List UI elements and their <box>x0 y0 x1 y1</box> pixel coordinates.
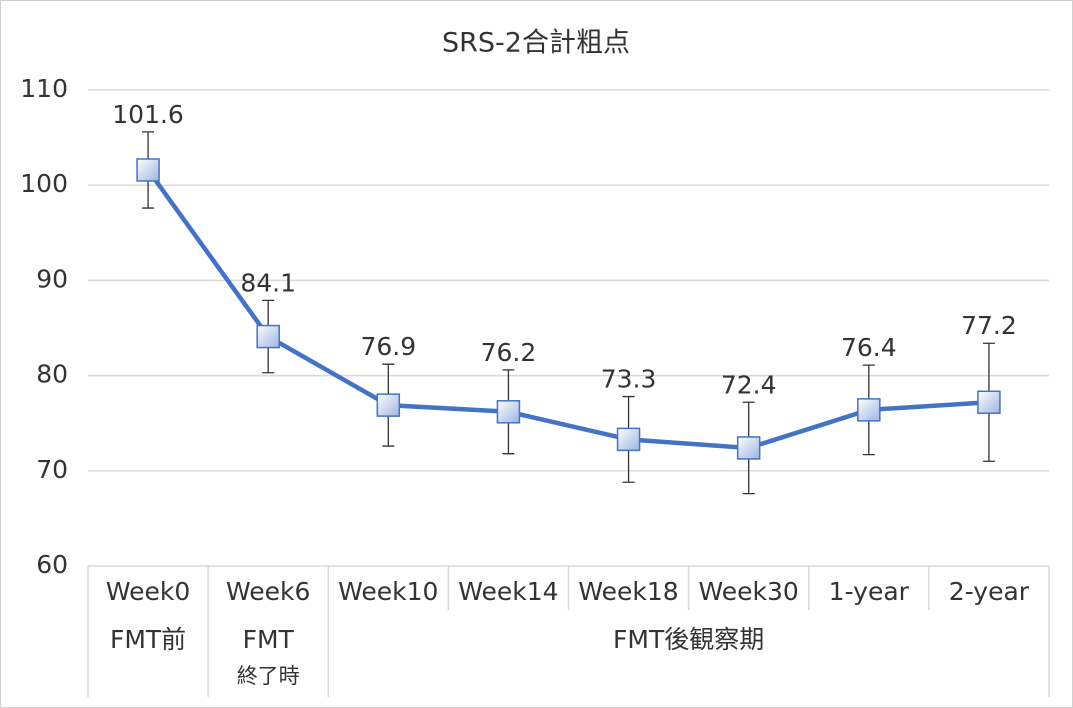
y-tick-label: 80 <box>36 360 68 389</box>
data-label: 76.4 <box>841 333 897 362</box>
marker <box>256 324 280 349</box>
group-label: FMT後観察期 <box>613 625 764 654</box>
y-tick-label: 60 <box>36 550 68 579</box>
series-line <box>146 168 990 451</box>
data-label: 72.4 <box>721 370 777 399</box>
x-tick-label: Week6 <box>226 577 310 606</box>
data-label: 73.3 <box>601 365 657 394</box>
x-tick-label: 1-year <box>829 577 910 606</box>
marker <box>977 390 1001 415</box>
y-tick-label: 100 <box>20 169 68 198</box>
data-label: 101.6 <box>112 100 184 129</box>
chart-title: SRS-2合計粗点 <box>442 28 630 59</box>
x-tick-label: Week0 <box>106 577 190 606</box>
x-tick-label: Week18 <box>578 577 678 606</box>
x-tick-label: Week14 <box>458 577 558 606</box>
y-tick-label: 70 <box>36 455 68 484</box>
marker <box>376 393 401 417</box>
group-label: FMT <box>243 625 295 654</box>
y-tick-label: 90 <box>36 264 68 293</box>
group-label: 終了時 <box>237 664 300 688</box>
marker <box>736 436 761 460</box>
marker <box>857 398 881 422</box>
data-label: 77.2 <box>961 311 1017 340</box>
marker <box>496 400 521 424</box>
marker <box>616 427 641 452</box>
x-tick-label: 2-year <box>949 577 1030 606</box>
marker <box>136 158 160 182</box>
group-label: FMT前 <box>110 625 186 654</box>
x-tick-label: Week10 <box>338 577 438 606</box>
y-tick-label: 110 <box>20 74 68 103</box>
data-label: 76.2 <box>481 338 537 367</box>
data-label: 76.9 <box>360 332 416 361</box>
x-tick-label: Week30 <box>699 577 799 606</box>
data-label: 84.1 <box>240 268 296 297</box>
